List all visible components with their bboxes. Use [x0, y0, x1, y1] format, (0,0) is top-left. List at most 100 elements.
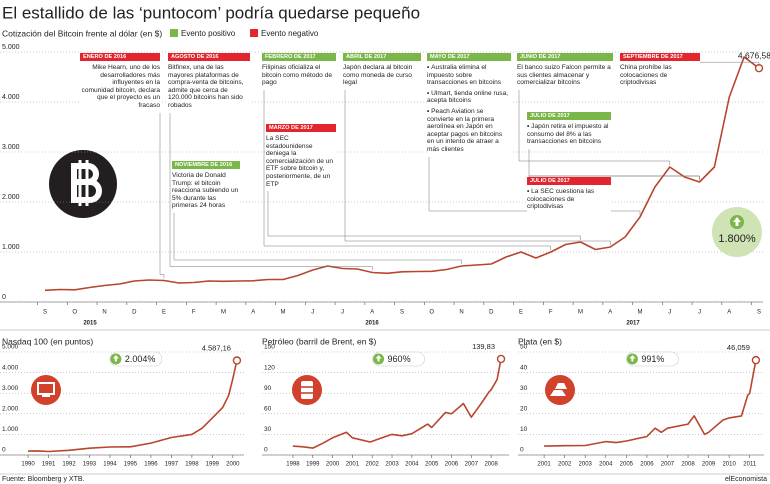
- legend-label: Evento positivo: [181, 29, 236, 38]
- x-tick-label: 1997: [165, 462, 179, 468]
- y-tick-label: 10: [520, 426, 528, 433]
- x-tick-label: E: [162, 310, 166, 316]
- source: Fuente: Bloomberg y XTB.: [2, 476, 85, 483]
- end-point: [751, 355, 761, 365]
- event-connector: [518, 90, 670, 165]
- change-label: 960%: [388, 354, 411, 364]
- icon-shape: [37, 382, 55, 395]
- up-arrow: [629, 355, 636, 362]
- y-tick-label: 4.000: [2, 364, 19, 371]
- price-line: [292, 358, 502, 449]
- icon-shape: [301, 381, 313, 399]
- event-connector: [267, 191, 581, 240]
- x-tick-label: 2005: [620, 462, 634, 468]
- y-tick-label: 120: [264, 364, 275, 371]
- x-tick-label: A: [727, 310, 731, 316]
- event-date: JULIO DE 2017: [527, 112, 611, 120]
- x-tick-label: 1999: [206, 462, 220, 468]
- x-tick-label: 2003: [579, 462, 593, 468]
- y-tick-label: 3.000: [2, 385, 19, 392]
- legend-label: Evento negativo: [261, 29, 319, 38]
- x-tick-label: 2000: [326, 462, 340, 468]
- x-tick-label: 2007: [661, 462, 675, 468]
- event-box: MARZO DE 2017 La SEC estadounidense denie…: [266, 124, 336, 192]
- x-tick-label: M: [578, 310, 583, 316]
- event-text: Peach Aviation se convierte en la primer…: [427, 108, 511, 154]
- event-date: NOVIEMBRE DE 2016: [172, 161, 240, 169]
- x-tick-label: 1999: [306, 462, 320, 468]
- x-tick-label: 2005: [425, 462, 439, 468]
- x-tick-label: 2002: [558, 462, 572, 468]
- x-tick-label: J: [341, 310, 344, 316]
- bitcoin-icon: [49, 150, 117, 218]
- x-tick-label: 2007: [465, 462, 479, 468]
- x-tick-label: 1998: [185, 462, 199, 468]
- year-label: 2017: [626, 321, 640, 327]
- event-box: FEBRERO DE 2017 Filipinas oficializa el b…: [262, 53, 336, 90]
- change-badge: [372, 351, 425, 367]
- price-line: [544, 359, 757, 447]
- y-tick-label: 30: [520, 385, 528, 392]
- y-tick-label: 5.000: [2, 44, 20, 51]
- event-text: La SEC cuestiona las colocaciones de cri…: [527, 188, 611, 211]
- x-tick-label: 2003: [385, 462, 399, 468]
- x-tick-label: S: [400, 310, 404, 316]
- value-label: 139,83: [472, 342, 495, 351]
- change-label: 2.004%: [125, 354, 156, 364]
- y-tick-label: 90: [264, 385, 272, 392]
- year-label: 2015: [83, 321, 97, 327]
- event-date: FEBRERO DE 2017: [262, 53, 336, 61]
- event-text: Japón declara al bitcoin como moneda de …: [343, 64, 413, 87]
- event-box: JULIO DE 2017 La SEC cuestiona las coloca…: [527, 177, 611, 214]
- event-text: Bitfinex, una de las mayores plataformas…: [168, 64, 244, 109]
- event-date: JUNIO DE 2017: [517, 53, 613, 61]
- change-label: 1.800%: [718, 233, 756, 245]
- legend-swatch: [170, 29, 178, 37]
- x-tick-label: 2006: [445, 462, 459, 468]
- icon-shape: [550, 383, 567, 396]
- x-tick-label: 1995: [124, 462, 138, 468]
- icon-shape: [42, 395, 50, 397]
- x-tick-label: 1998: [286, 462, 300, 468]
- x-tick-label: S: [757, 310, 761, 316]
- x-tick-label: 2008: [681, 462, 695, 468]
- x-tick-label: 2004: [405, 462, 419, 468]
- main-title: El estallido de las ‘puntocom’ podría qu…: [2, 3, 420, 22]
- event-box: JUNIO DE 2017 El banco suizo Falcon permi…: [517, 53, 613, 90]
- y-tick-label: 20: [520, 406, 528, 413]
- x-tick-label: M: [638, 310, 643, 316]
- x-tick-label: 1996: [144, 462, 158, 468]
- panel-title: Petróleo (barril de Brent, en $): [262, 336, 377, 346]
- value-label: 4.587,16: [202, 343, 231, 352]
- event-text: Mike Hearn, uno de los desarrolladores m…: [81, 64, 160, 109]
- y-tick-label: 0: [2, 447, 6, 454]
- x-tick-label: M: [281, 310, 286, 316]
- panel-title: Nasdaq 100 (en puntos): [2, 336, 93, 346]
- event-box: NOVIEMBRE DE 2016 Victoria de Donald Trum…: [172, 161, 240, 213]
- change-label: 991%: [641, 354, 664, 364]
- x-tick-label: F: [192, 310, 196, 316]
- up-arrow: [375, 355, 382, 362]
- x-tick-label: D: [132, 310, 137, 316]
- year-label: 2016: [365, 321, 379, 327]
- value-label: 46,059: [727, 343, 750, 352]
- x-tick-label: F: [549, 310, 553, 316]
- x-tick-label: 2004: [599, 462, 613, 468]
- x-tick-label: J: [668, 310, 671, 316]
- x-tick-label: O: [429, 310, 434, 316]
- change-badge: [712, 207, 762, 257]
- x-tick-label: 2011: [743, 462, 757, 468]
- event-date: MARZO DE 2017: [266, 124, 336, 132]
- x-tick-label: 2010: [722, 462, 736, 468]
- y-tick-label: 0: [264, 447, 268, 454]
- end-point: [496, 354, 506, 364]
- legend-swatch: [250, 29, 258, 37]
- x-tick-label: 1992: [62, 462, 76, 468]
- x-tick-label: 2000: [226, 462, 240, 468]
- x-tick-label: 2002: [366, 462, 380, 468]
- y-tick-label: 40: [520, 364, 528, 371]
- y-tick-label: 3.000: [2, 144, 20, 151]
- event-connector: [173, 213, 462, 264]
- price-line: [27, 360, 238, 453]
